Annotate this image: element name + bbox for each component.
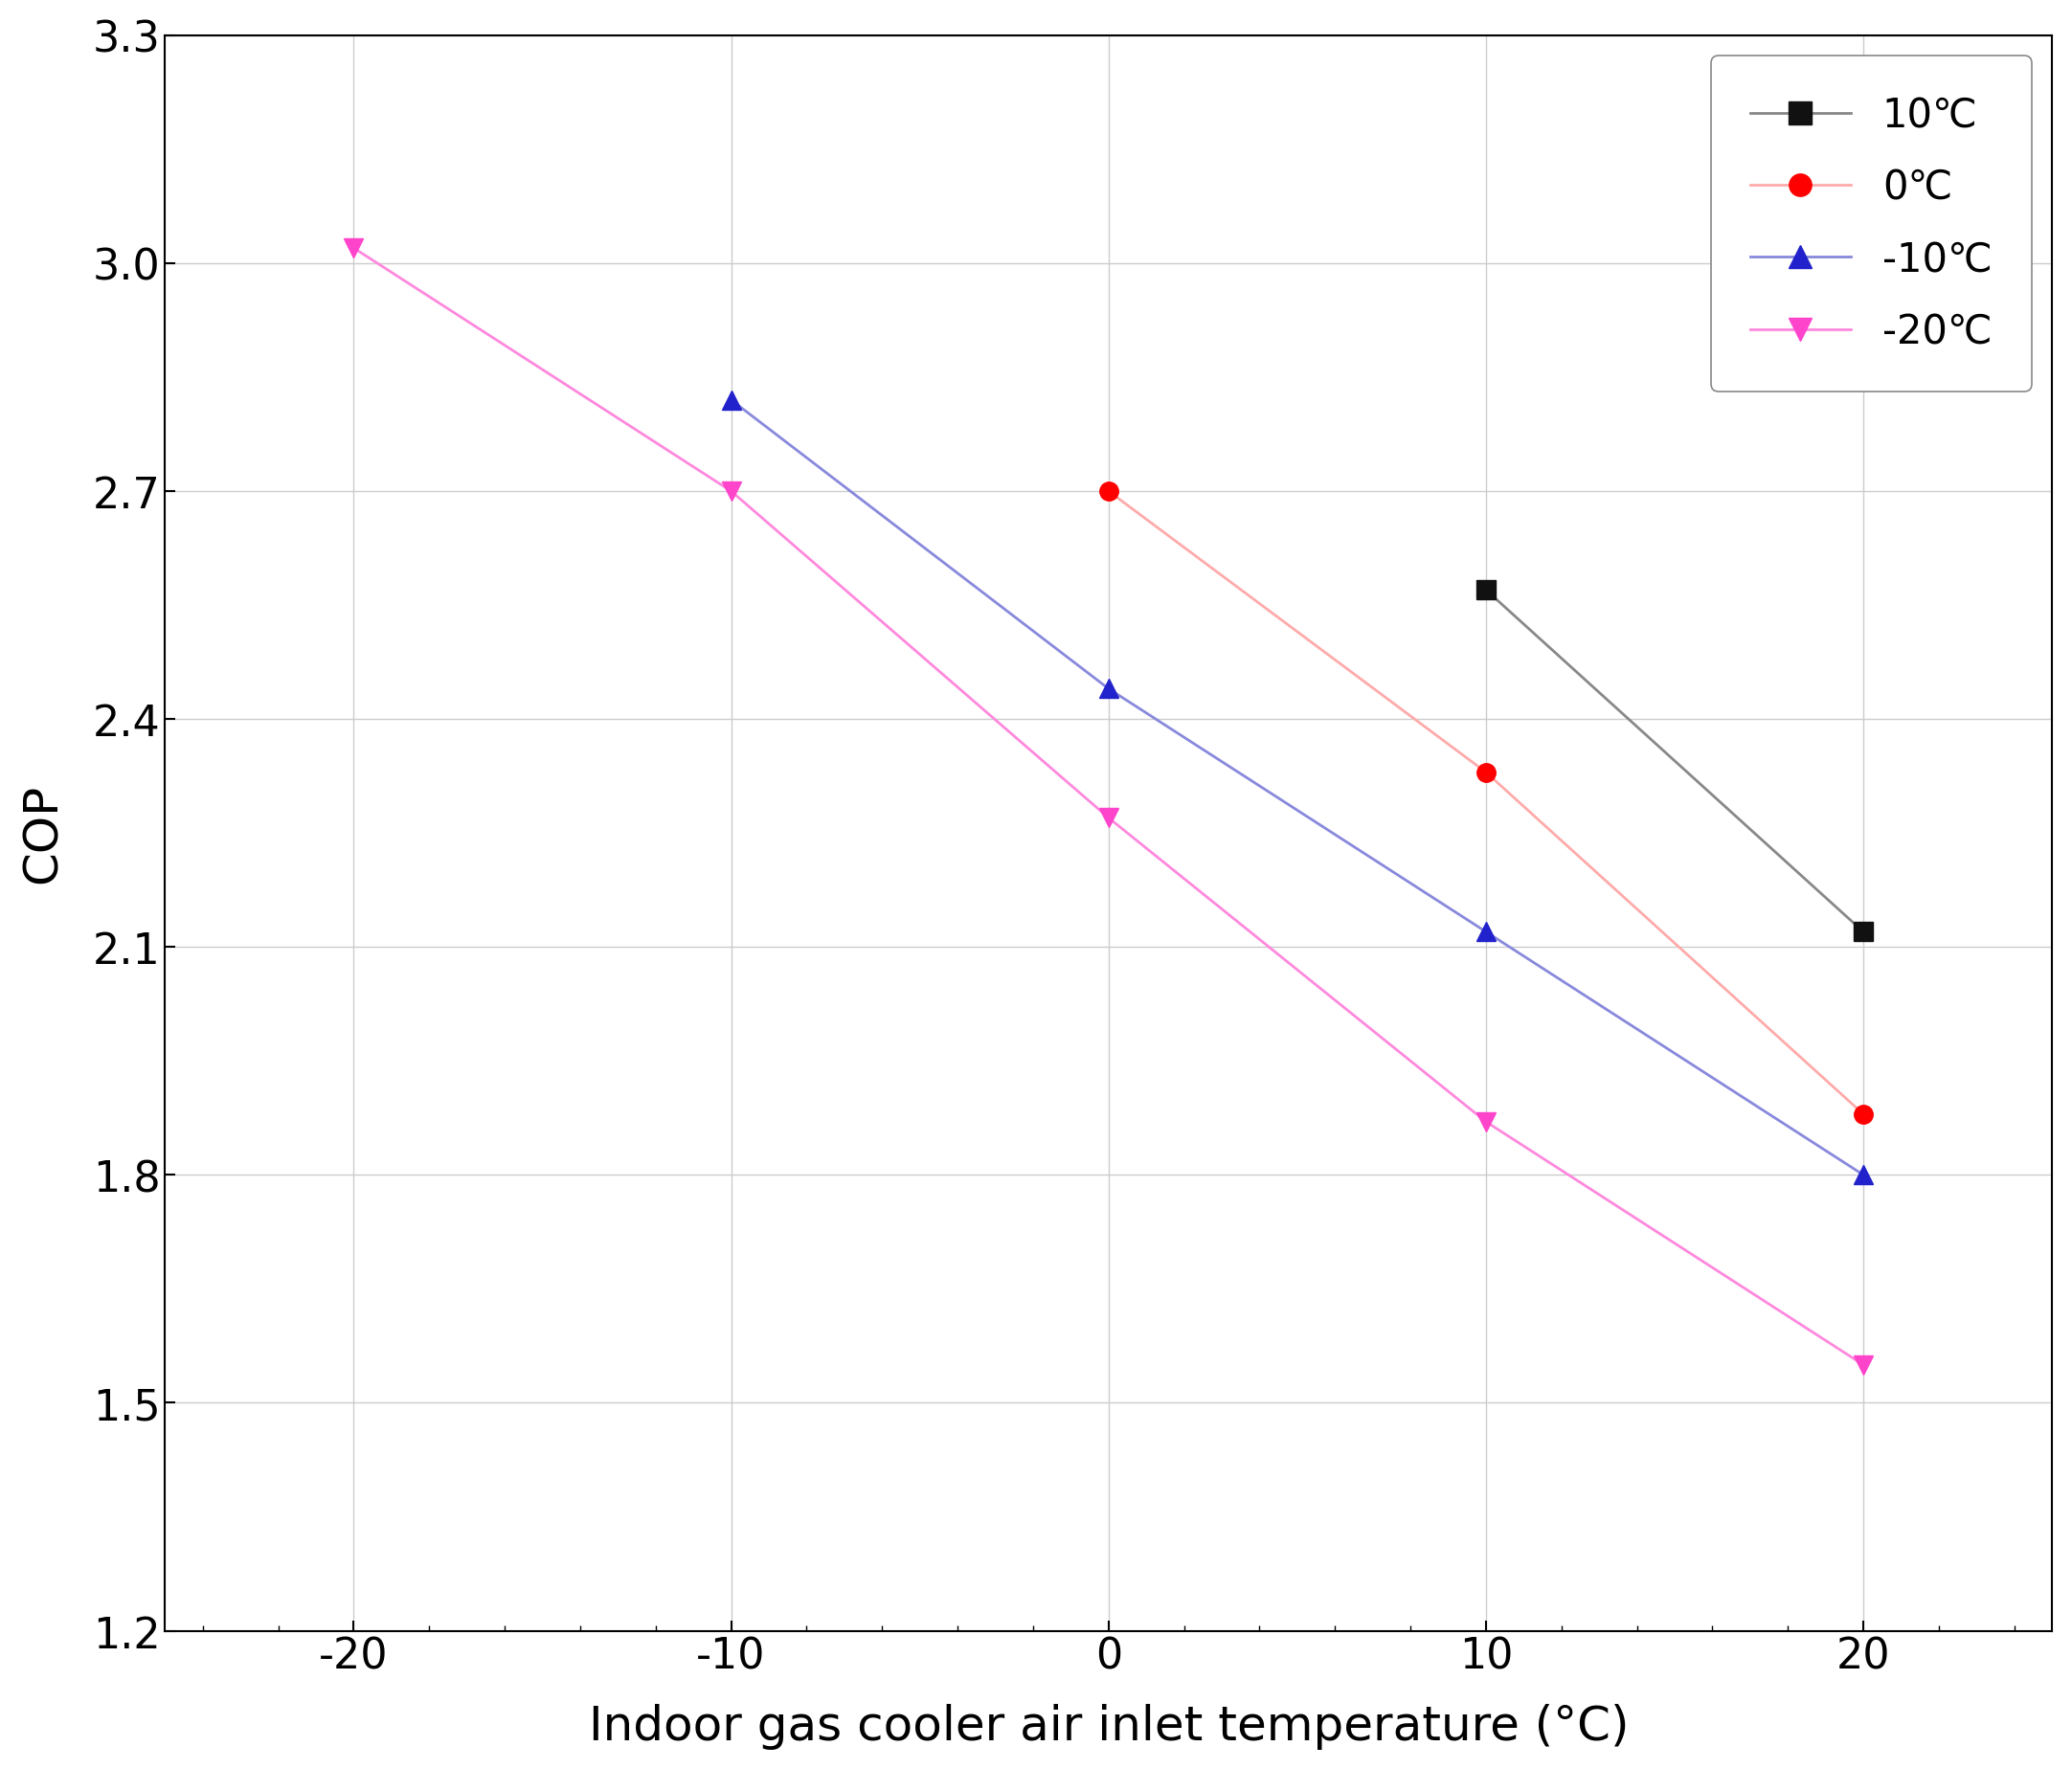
-10℃ (1473, 922, 1498, 943)
0℃ (1096, 481, 1121, 502)
-10℃ (1850, 1164, 1875, 1185)
-20℃ (1473, 1111, 1498, 1132)
-20℃ (342, 239, 367, 260)
Line: 10℃: 10℃ (1477, 582, 1873, 941)
-10℃ (1096, 679, 1121, 701)
Line: 0℃: 0℃ (1100, 483, 1873, 1123)
Y-axis label: COP: COP (21, 784, 66, 883)
-20℃ (1850, 1355, 1875, 1376)
-20℃ (1096, 808, 1121, 830)
Line: -10℃: -10℃ (721, 391, 1873, 1185)
Line: -20℃: -20℃ (344, 239, 1873, 1375)
0℃ (1473, 762, 1498, 784)
10℃ (1850, 922, 1875, 943)
Legend: 10℃, 0℃, -10℃, -20℃: 10℃, 0℃, -10℃, -20℃ (1711, 57, 2033, 393)
X-axis label: Indoor gas cooler air inlet temperature (°C): Indoor gas cooler air inlet temperature … (588, 1704, 1629, 1750)
0℃ (1850, 1104, 1875, 1125)
10℃ (1473, 580, 1498, 601)
-20℃ (719, 481, 744, 502)
-10℃ (719, 389, 744, 410)
